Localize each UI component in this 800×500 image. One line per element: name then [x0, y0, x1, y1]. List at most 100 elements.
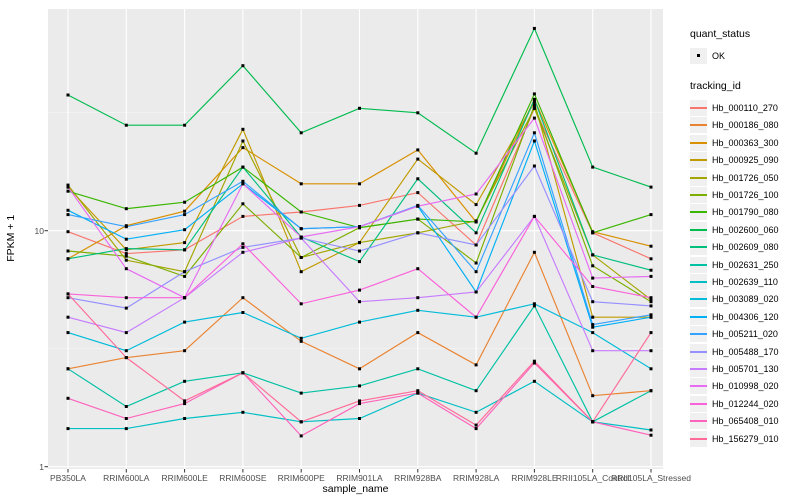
data-point: [532, 164, 536, 168]
legend-item-Hb_002631_250: Hb_002631_250: [690, 256, 800, 273]
legend-item-label: Hb_002609_080: [712, 242, 779, 253]
data-point: [358, 288, 361, 292]
data-point: [124, 237, 128, 241]
data-point: [66, 427, 70, 431]
legend-item-Hb_002639_110: Hb_002639_110: [690, 273, 800, 290]
legend: quant_status OK tracking_id Hb_000110_27…: [690, 28, 800, 447]
line-swatch-icon: [690, 107, 707, 110]
line-swatch-icon: [690, 298, 707, 301]
legend-key: [690, 308, 707, 325]
data-point: [299, 235, 303, 239]
data-point: [66, 296, 70, 300]
data-point: [183, 402, 187, 406]
data-point: [124, 123, 128, 127]
legend-item-label: Hb_002631_250: [712, 259, 779, 270]
data-point: [532, 92, 536, 96]
data-point: [66, 257, 70, 261]
line-swatch-icon: [690, 228, 707, 231]
data-point: [649, 304, 653, 308]
legend-item-label: Hb_065408_010: [712, 416, 779, 427]
line-swatch-icon: [690, 159, 707, 162]
data-point: [241, 202, 245, 206]
line-swatch-icon: [690, 402, 707, 405]
legend-quant-status: quant_status OK: [690, 28, 800, 64]
data-point: [183, 296, 187, 300]
data-point: [358, 300, 361, 304]
data-point: [474, 151, 478, 155]
panel-background: [48, 9, 663, 469]
legend-key: [690, 100, 707, 117]
line-swatch-icon: [690, 141, 707, 144]
data-point: [299, 391, 303, 395]
legend-item-Hb_156279_010: Hb_156279_010: [690, 430, 800, 447]
data-point: [124, 267, 128, 271]
data-point: [532, 26, 536, 30]
legend-title-quant-status: quant_status: [690, 28, 751, 40]
data-point: [358, 249, 361, 253]
data-point: [358, 367, 361, 371]
data-point: [532, 302, 536, 306]
data-point: [66, 315, 70, 319]
legend-key: [690, 117, 707, 134]
data-point: [299, 210, 303, 214]
data-point: [649, 433, 653, 437]
x-tick-label-RRIM600LA: RRIM600LA: [103, 473, 150, 483]
line-swatch-icon: [690, 194, 707, 197]
data-point: [532, 97, 536, 101]
data-point: [474, 389, 478, 393]
data-point: [124, 254, 128, 258]
data-point: [66, 185, 70, 189]
data-point: [416, 391, 420, 395]
legend-key: [690, 430, 707, 447]
line-swatch-icon: [690, 367, 707, 370]
data-point: [416, 148, 420, 152]
data-point: [474, 192, 478, 196]
data-point: [649, 313, 653, 317]
legend-item-Hb_003089_020: Hb_003089_020: [690, 291, 800, 308]
data-point: [474, 427, 478, 431]
legend-item-Hb_001790_080: Hb_001790_080: [690, 204, 800, 221]
data-point: [183, 248, 187, 252]
data-point: [591, 253, 595, 257]
data-point: [649, 428, 653, 432]
data-point: [474, 261, 478, 265]
data-point: [474, 231, 478, 235]
data-point: [591, 323, 595, 327]
legend-key: [690, 221, 707, 238]
legend-item-Hb_065408_010: Hb_065408_010: [690, 412, 800, 430]
data-point: [416, 296, 420, 300]
legend-item-label: Hb_000186_080: [712, 120, 779, 131]
data-point: [124, 349, 128, 353]
legend-item-Hb_002609_080: Hb_002609_080: [690, 239, 800, 256]
legend-key: [690, 256, 707, 273]
legend-item-Hb_004306_120: Hb_004306_120: [690, 308, 800, 325]
legend-item-label: Hb_000925_090: [712, 155, 779, 166]
data-point: [532, 379, 536, 383]
data-point: [124, 247, 128, 251]
legend-item-label: Hb_002639_110: [712, 276, 778, 287]
data-point: [416, 204, 420, 208]
line-swatch-icon: [690, 420, 707, 423]
data-point: [474, 290, 478, 294]
line-swatch-icon: [690, 315, 707, 318]
data-point: [124, 252, 128, 256]
data-point: [416, 367, 420, 371]
data-point: [532, 361, 536, 365]
data-point: [474, 410, 478, 414]
x-tick-label-RRIM901LA: RRIM901LA: [336, 473, 383, 483]
x-tick-label-RRIM928LE: RRIM928LE: [511, 473, 558, 483]
point-icon: [696, 54, 701, 58]
data-point: [241, 127, 245, 131]
data-point: [241, 64, 245, 68]
data-point: [416, 177, 420, 181]
line-swatch-icon: [690, 350, 707, 353]
legend-item-Hb_005211_020: Hb_005211_020: [690, 325, 800, 343]
data-point: [532, 100, 536, 104]
line-swatch-icon: [690, 211, 707, 214]
data-point: [416, 389, 420, 393]
data-point: [649, 389, 653, 393]
data-point: [532, 359, 536, 363]
data-point: [649, 244, 653, 248]
